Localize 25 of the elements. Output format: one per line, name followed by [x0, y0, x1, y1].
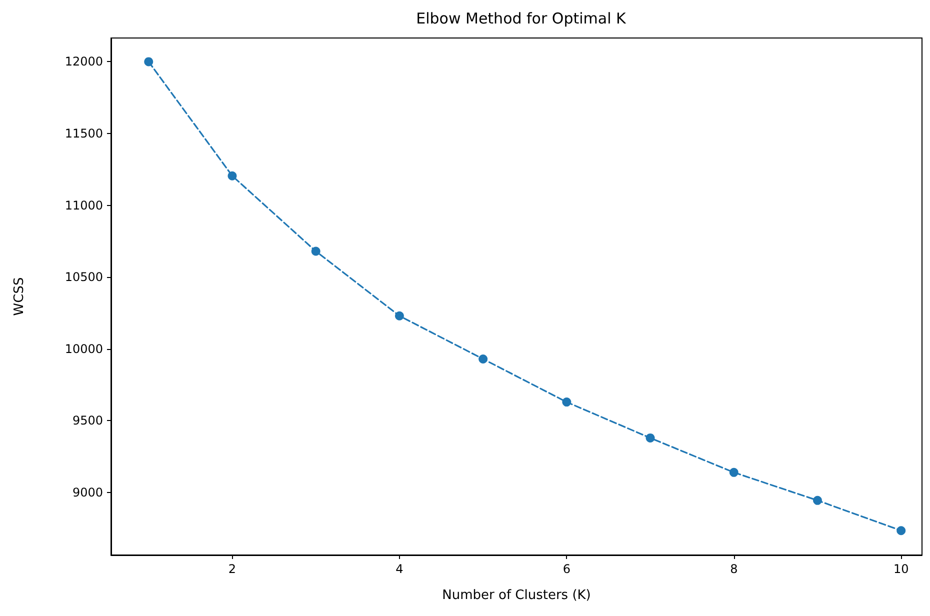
x-tick-label: 4	[396, 562, 404, 576]
y-tick-label: 11500	[64, 126, 103, 140]
y-tick-label: 9000	[72, 486, 103, 500]
point	[813, 496, 822, 505]
y-tick-label: 11000	[64, 198, 103, 212]
point	[729, 468, 738, 477]
point	[311, 246, 320, 256]
x-tick-label: 2	[228, 562, 236, 576]
point	[896, 526, 906, 536]
point	[144, 57, 154, 66]
point	[228, 171, 237, 180]
y-tick-label: 10500	[64, 270, 103, 284]
x-axis-title: Number of Clusters (K)	[442, 588, 591, 603]
y-tick-label: 10000	[64, 342, 103, 356]
y-tick-label: 9500	[72, 414, 103, 428]
x-tick-label: 6	[562, 562, 570, 576]
point	[646, 433, 655, 442]
point	[478, 354, 488, 364]
chart-title: Elbow Method for Optimal K	[416, 10, 628, 28]
point	[394, 311, 404, 320]
point	[562, 398, 572, 407]
x-tick-label: 8	[730, 562, 738, 576]
x-tick-label: 10	[893, 562, 909, 576]
y-axis-title: WCSS	[12, 277, 27, 316]
y-tick-label: 12000	[64, 54, 103, 69]
